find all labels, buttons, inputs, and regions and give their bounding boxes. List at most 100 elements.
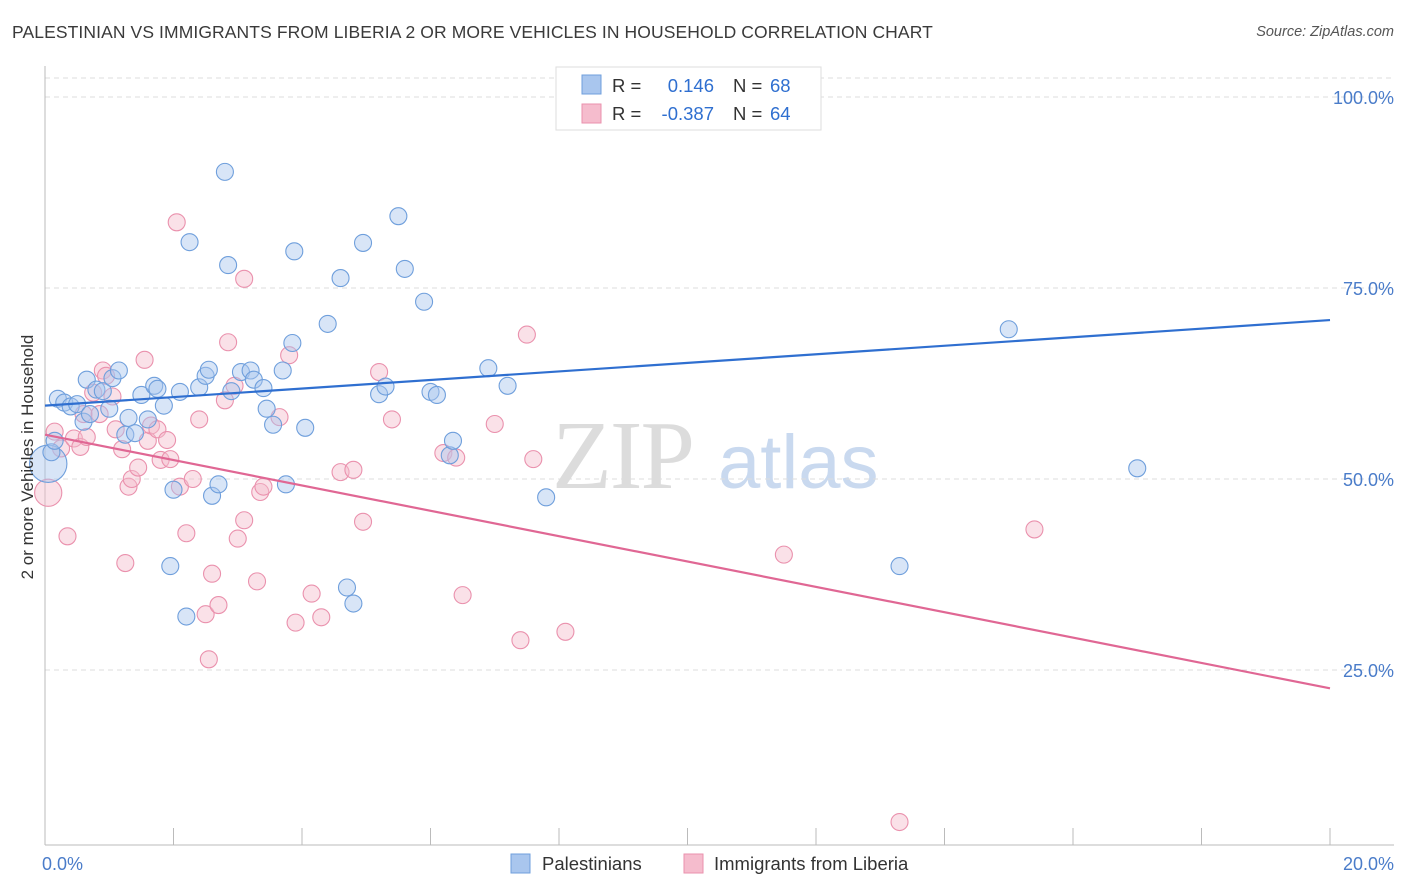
point-liberia	[190, 410, 209, 429]
point-palestinian	[42, 443, 61, 462]
point-liberia	[52, 439, 71, 458]
point-palestinian	[273, 361, 292, 380]
point-liberia	[247, 572, 267, 591]
point-liberia	[93, 361, 112, 380]
legend-r-value-2: -0.387	[662, 103, 714, 124]
point-palestinian	[148, 379, 167, 398]
point-palestinian	[254, 379, 273, 398]
y-tick-label: 25.0%	[1343, 661, 1394, 681]
point-liberia	[485, 414, 504, 434]
point-palestinian	[77, 370, 96, 389]
point-palestinian	[890, 557, 909, 576]
watermark: ZIP atlas	[552, 402, 879, 510]
point-palestinian	[177, 607, 196, 626]
point-palestinian	[537, 488, 556, 507]
point-palestinian	[199, 360, 218, 379]
series-palestinians	[28, 87, 1147, 626]
x-tick-max: 20.0%	[1343, 854, 1394, 874]
point-palestinian	[264, 415, 283, 434]
point-liberia	[167, 213, 186, 232]
point-palestinian	[344, 594, 363, 613]
point-liberia	[382, 410, 402, 429]
point-palestinian	[164, 480, 183, 499]
source-label: Source: ZipAtlas.com	[1256, 24, 1394, 40]
point-palestinian	[257, 399, 276, 418]
point-palestinian	[215, 162, 234, 181]
point-liberia	[235, 269, 254, 288]
point-liberia	[286, 613, 305, 632]
y-tick-label: 100.0%	[1333, 88, 1394, 108]
point-palestinian	[1128, 459, 1147, 478]
point-palestinian	[999, 320, 1018, 339]
point-liberia	[183, 469, 202, 489]
watermark-zip: ZIP	[552, 402, 693, 510]
legend-r-value-1: 0.146	[668, 75, 714, 96]
point-palestinian	[203, 486, 222, 505]
point-palestinian	[145, 376, 164, 395]
axes	[44, 66, 1394, 846]
point-liberia	[270, 408, 289, 427]
point-liberia	[135, 350, 154, 369]
legend-swatch-pink	[581, 103, 602, 124]
point-liberia	[129, 458, 148, 477]
point-palestinian	[389, 207, 408, 226]
bottom-legend: Palestinians Immigrants from Liberia	[510, 853, 909, 874]
point-palestinian	[296, 418, 315, 437]
legend-n-label-1: N =	[733, 75, 762, 96]
legend-n-value-1: 68	[770, 75, 791, 96]
point-palestinian	[109, 361, 128, 380]
point-liberia	[235, 511, 254, 530]
point-palestinian	[87, 380, 106, 399]
point-liberia	[228, 529, 247, 548]
point-palestinian	[138, 410, 157, 429]
point-palestinian	[219, 256, 238, 275]
point-liberia	[34, 478, 63, 507]
point-palestinian	[28, 444, 68, 483]
point-palestinian	[498, 376, 517, 395]
y-tick-label: 75.0%	[1343, 279, 1394, 299]
point-liberia	[511, 631, 530, 650]
point-palestinian	[93, 382, 112, 401]
point-palestinian	[337, 578, 357, 597]
legend-swatch-blue	[581, 74, 602, 95]
series-immigrants-from-liberia	[34, 213, 1044, 832]
point-liberia	[254, 477, 273, 496]
point-liberia	[353, 512, 373, 531]
point-liberia	[177, 524, 196, 543]
point-liberia	[122, 469, 141, 489]
bottom-legend-palestinians: Palestinians	[542, 853, 642, 874]
point-liberia	[517, 325, 536, 344]
point-liberia	[1025, 520, 1044, 539]
point-palestinian	[285, 242, 304, 261]
x-tick-min: 0.0%	[42, 854, 83, 874]
point-liberia	[556, 622, 575, 641]
legend-n-value-2: 64	[770, 103, 791, 124]
point-palestinian	[370, 385, 389, 404]
bottom-legend-liberia: Immigrants from Liberia	[714, 853, 909, 874]
point-liberia	[215, 391, 234, 410]
point-palestinian	[125, 424, 144, 443]
point-palestinian	[209, 475, 228, 494]
y-tick-labels: 100.0% 75.0% 50.0% 25.0%	[1333, 88, 1394, 681]
legend: R = 0.146 N = 68 R = -0.387 N = 64	[555, 66, 822, 131]
point-liberia	[106, 420, 125, 439]
watermark-atlas: atlas	[718, 420, 879, 505]
point-liberia	[774, 545, 793, 564]
y-axis-label: 2 or more Vehicles in Household	[18, 335, 37, 580]
point-liberia	[196, 605, 215, 624]
point-liberia	[199, 650, 218, 669]
point-liberia	[90, 405, 109, 424]
point-palestinian	[318, 314, 337, 333]
legend-r-label-1: R =	[612, 75, 641, 96]
trend-line-liberia	[44, 433, 1331, 690]
y-tick-label: 50.0%	[1343, 470, 1394, 490]
point-palestinian	[180, 233, 199, 252]
point-palestinian	[479, 359, 498, 378]
point-liberia	[251, 482, 270, 502]
point-palestinian	[74, 412, 93, 431]
point-liberia	[890, 812, 909, 832]
point-liberia	[203, 564, 222, 583]
legend-n-label-2: N =	[733, 103, 762, 124]
point-liberia	[312, 608, 331, 627]
